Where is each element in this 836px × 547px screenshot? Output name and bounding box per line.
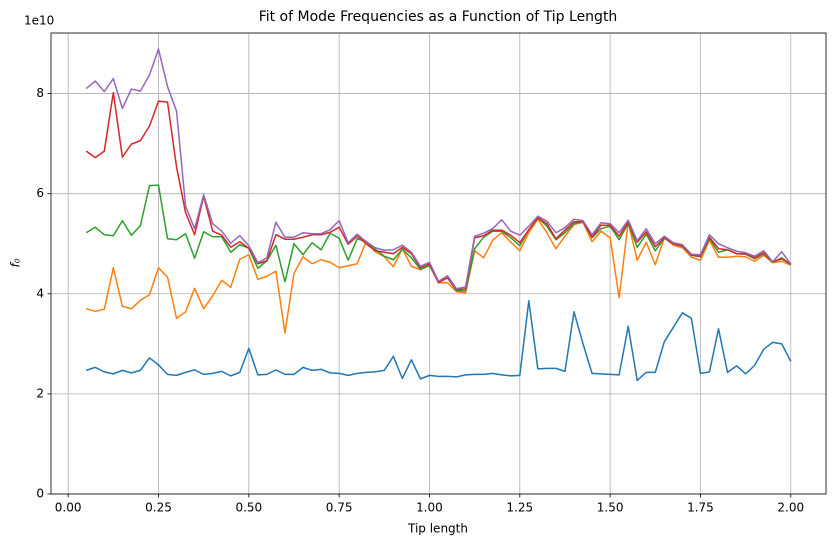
y-offset-label: 1e10 — [24, 14, 54, 28]
x-tick-label: 0.50 — [235, 501, 262, 515]
x-tick-label: 0.25 — [145, 501, 172, 515]
x-tick-label: 0.00 — [55, 501, 82, 515]
y-tick-label: 4 — [36, 286, 44, 300]
y-axis-label: f₀ — [9, 258, 23, 267]
series-line — [85, 300, 792, 382]
x-tick-label: 1.75 — [687, 501, 714, 515]
y-tick-label: 0 — [36, 487, 44, 501]
x-tick-label: 1.25 — [506, 501, 533, 515]
y-tick-label: 8 — [36, 86, 44, 100]
series-line — [86, 218, 792, 334]
chart-title: Fit of Mode Frequencies as a Function of… — [259, 9, 618, 25]
y-tick-label: 2 — [36, 386, 44, 400]
x-tick-label: 2.00 — [777, 501, 804, 515]
x-tick-label: 1.50 — [597, 501, 624, 515]
series-line — [85, 48, 792, 290]
series-line — [85, 184, 792, 292]
x-tick-label: 0.75 — [326, 501, 353, 515]
y-tick-label: 6 — [36, 186, 44, 200]
series-line — [85, 91, 792, 291]
x-tick-label: 1.00 — [416, 501, 443, 515]
lines — [85, 48, 792, 382]
plot-frame — [50, 32, 827, 495]
x-axis-label: Tip length — [407, 522, 468, 536]
